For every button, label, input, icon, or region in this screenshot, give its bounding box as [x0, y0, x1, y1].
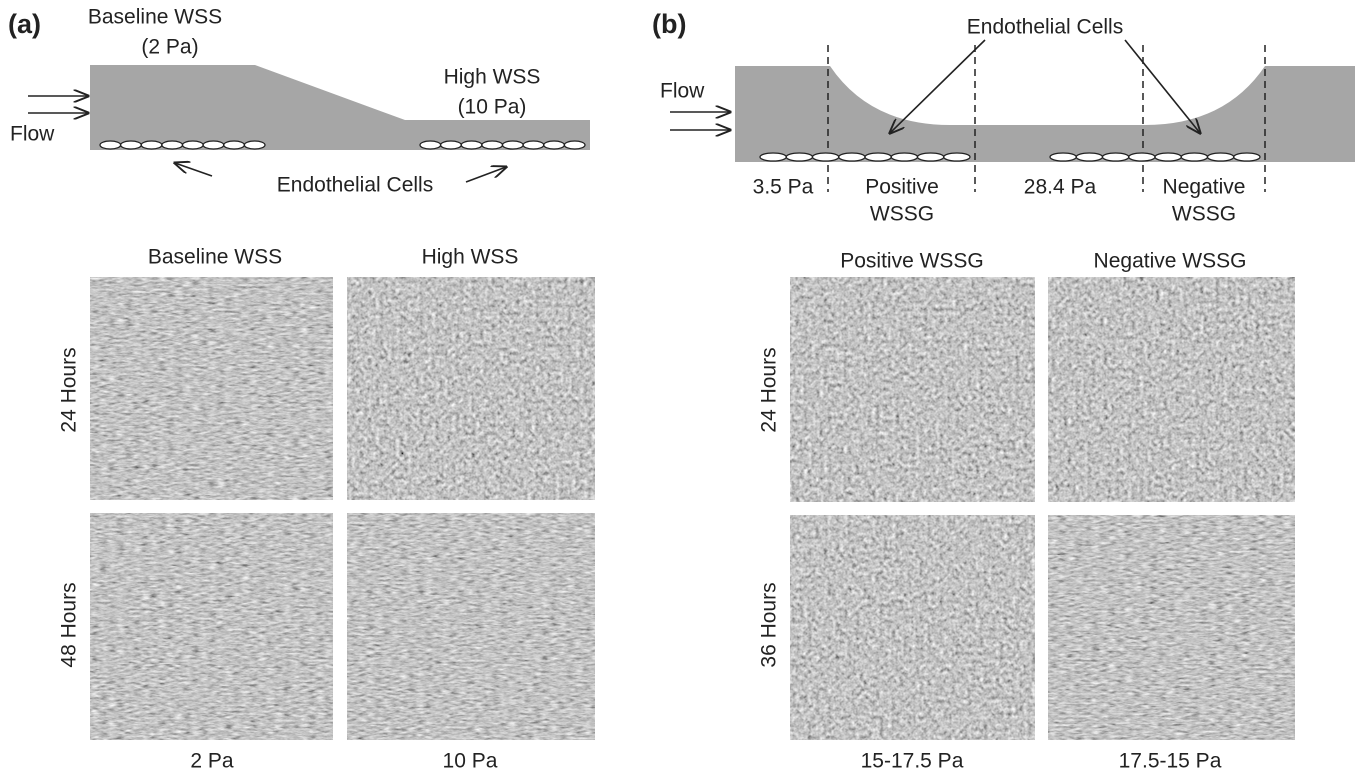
cells-label: Endothelial Cells [277, 174, 433, 197]
endothelial-cell [99, 140, 122, 150]
endothelial-cell [419, 140, 442, 150]
column-footer: 15-17.5 Pa [861, 750, 964, 773]
endothelial-cell [439, 140, 462, 150]
endothelial-cell [943, 152, 971, 162]
pointer-arrow [175, 163, 213, 177]
micrograph [1048, 277, 1295, 502]
endothelial-cell [1180, 152, 1209, 162]
micrograph [90, 277, 333, 500]
pointer-arrow [890, 39, 986, 133]
flow-label: Flow [10, 123, 55, 146]
panel-label: (b) [652, 9, 686, 39]
region-value: (2 Pa) [141, 36, 198, 59]
endothelial-cell [181, 140, 204, 150]
column-footer: 17.5-15 Pa [1119, 750, 1222, 773]
micrograph [790, 277, 1035, 502]
row-label: 24 Hours [58, 347, 81, 432]
endothelial-cell [916, 152, 945, 162]
endothelial-cell [1128, 152, 1156, 162]
endothelial-cell [785, 152, 814, 162]
column-title: High WSS [422, 246, 519, 269]
endothelial-cell [890, 152, 919, 162]
endothelial-cell [1154, 152, 1182, 162]
channel [90, 65, 590, 150]
endothelial-cell [563, 140, 586, 150]
endothelial-cell [140, 140, 163, 150]
endothelial-cell [811, 152, 840, 162]
endothelial-cell [1233, 152, 1261, 162]
endothelial-cell [119, 140, 142, 150]
region-label: Positive [865, 176, 939, 199]
endothelial-cell [202, 140, 225, 150]
endothelial-cell [522, 140, 545, 150]
region-label: 28.4 Pa [1024, 176, 1097, 199]
channel [735, 66, 1355, 162]
pointer-arrow [465, 167, 506, 183]
column-title: Positive WSSG [840, 250, 984, 273]
pointer-arrow [1124, 39, 1200, 133]
column-title: Negative WSSG [1094, 250, 1247, 273]
endothelial-cell [864, 152, 892, 162]
endothelial-cell [838, 152, 866, 162]
micrograph [347, 513, 595, 740]
endothelial-cell [1206, 152, 1235, 162]
endothelial-cell [161, 140, 184, 150]
endothelial-cell [1075, 152, 1104, 162]
endothelial-cell [460, 140, 483, 150]
micrograph [1048, 515, 1295, 740]
column-footer: 2 Pa [190, 750, 234, 773]
endothelial-cell [223, 140, 246, 150]
panel-label: (a) [8, 9, 41, 39]
endothelial-cell [1049, 152, 1077, 162]
endothelial-cell [501, 140, 524, 150]
flow-label: Flow [660, 80, 705, 103]
region-label: 3.5 Pa [753, 176, 814, 199]
column-footer: 10 Pa [443, 750, 498, 773]
micrograph [347, 277, 595, 500]
row-label: 48 Hours [58, 582, 81, 667]
region-label: Negative [1163, 176, 1246, 199]
micrograph [90, 513, 333, 740]
endothelial-cell [759, 152, 787, 162]
region-label: WSSG [870, 203, 934, 226]
region-title: Baseline WSS [88, 6, 222, 29]
region-value: (10 Pa) [458, 96, 527, 119]
cells-label: Endothelial Cells [967, 16, 1123, 39]
micrograph [790, 515, 1035, 740]
row-label: 36 Hours [758, 582, 781, 667]
endothelial-cell [543, 140, 566, 150]
row-label: 24 Hours [758, 347, 781, 432]
column-title: Baseline WSS [148, 246, 282, 269]
region-title: High WSS [444, 66, 541, 89]
endothelial-cell [243, 140, 266, 150]
region-label: WSSG [1172, 203, 1236, 226]
endothelial-cell [481, 140, 504, 150]
endothelial-cell [1101, 152, 1130, 162]
